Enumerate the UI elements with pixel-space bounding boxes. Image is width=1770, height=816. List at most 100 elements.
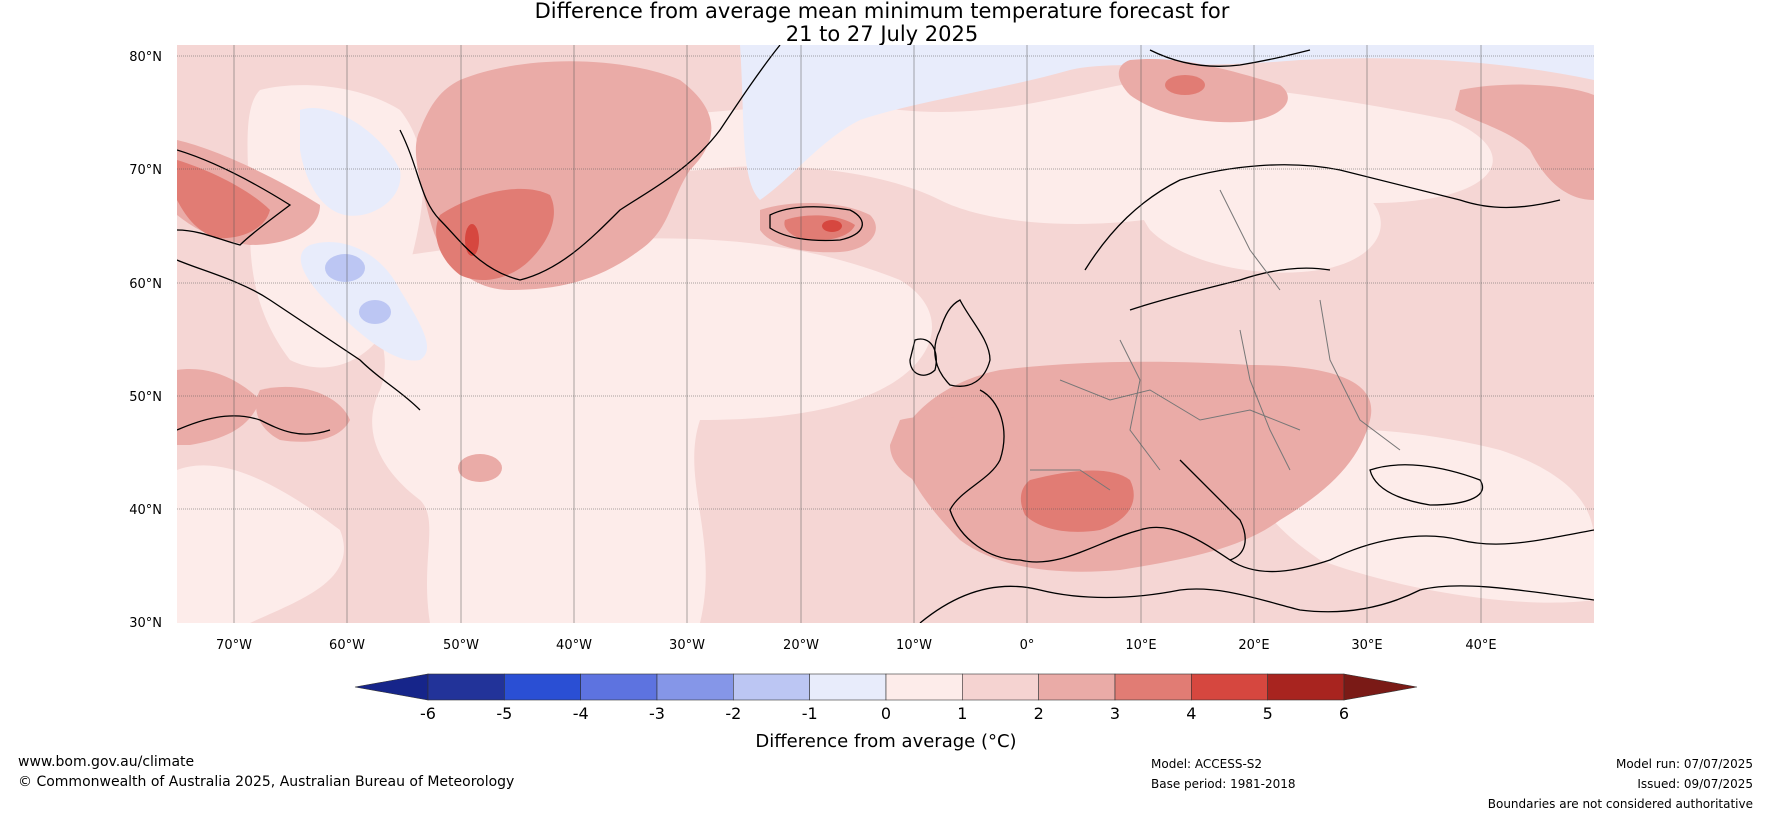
lon-labels: 70°W 60°W 50°W 40°W 30°W 20°W 10°W 0° 10… (216, 638, 1497, 653)
lon-label: 10°E (1125, 638, 1156, 653)
footer-website: www.bom.gov.au/climate (18, 754, 195, 770)
lat-label: 50°N (129, 390, 162, 405)
colorbar-cell (1191, 673, 1268, 701)
anomaly-region-neg0-baffin (300, 108, 401, 216)
border-b (1119, 339, 1161, 471)
border-f (1219, 189, 1281, 291)
anomaly-region-2to3-europe (900, 361, 1372, 572)
border-e (1030, 469, 1111, 491)
colorbar-tick-label: -3 (649, 704, 665, 723)
footer-model: Model: ACCESS-S2 (1151, 757, 1263, 771)
anomaly-region-2to3-biscay (890, 416, 1022, 496)
lat-label: 40°N (129, 503, 162, 518)
lon-label: 70°W (216, 638, 252, 653)
colorbar (354, 673, 1418, 701)
border-d (1319, 299, 1401, 451)
anomaly-region-4to5-iceland (822, 220, 842, 232)
footer-issued: Issued: 09/07/2025 (1637, 777, 1753, 791)
lon-label: 20°E (1238, 638, 1269, 653)
coast-ireland (909, 338, 937, 376)
anomaly-field (177, 45, 1594, 623)
title-line2: 21 to 27 July 2025 (785, 22, 979, 46)
colorbar-cell (809, 673, 887, 701)
colorbar-tick-label: -6 (420, 704, 436, 723)
coast-baffin (177, 149, 292, 246)
anomaly-region-2to3-nova (256, 386, 350, 442)
lon-label: 40°W (556, 638, 592, 653)
colorbar-extend-high (1343, 673, 1418, 701)
colorbar-cell (427, 673, 505, 701)
colorbar-cell (1267, 673, 1345, 701)
anomaly-region-3to4-spain (1020, 470, 1134, 532)
lat-label: 70°N (129, 163, 162, 178)
border-c (1239, 329, 1291, 471)
anomaly-region-2to3-east-arctic (1455, 84, 1594, 200)
colorbar-tick-label: 6 (1339, 704, 1349, 723)
border-a (1059, 379, 1301, 431)
colorbar-tick-label: 5 (1263, 704, 1273, 723)
borders (1030, 189, 1401, 491)
footer-model-run: Model run: 07/07/2025 (1615, 757, 1753, 771)
colorbar-cell (580, 673, 658, 701)
lat-label: 80°N (129, 50, 162, 65)
colorbar-extend-low (354, 673, 429, 701)
colorbar-tick-label: -5 (496, 704, 512, 723)
coast-mediterranean (1019, 526, 1594, 573)
coast-baltic (1129, 267, 1331, 311)
colorbar-tick-label: -4 (573, 704, 589, 723)
colorbar-tick-label: 0 (881, 704, 891, 723)
lon-label: 30°W (669, 638, 705, 653)
anomaly-region-3to4-greenland-south (436, 188, 554, 280)
coast-europe-west (949, 389, 1021, 561)
lon-label: 10°W (896, 638, 932, 653)
coast-labrador (177, 259, 421, 411)
anomaly-region-2to3-midatlantic (458, 454, 502, 482)
lon-label: 50°W (443, 638, 479, 653)
colorbar-tick-label: 4 (1186, 704, 1196, 723)
colorbar-label: Difference from average (°C) (755, 731, 1016, 752)
anomaly-region-0to1-west (177, 465, 344, 623)
colorbar-ticks: -6 -5 -4 -3 -2 -1 0 1 2 3 4 5 6 (420, 704, 1349, 723)
colorbar-cell (656, 673, 734, 701)
anomaly-region-0to1-atlantic (370, 238, 933, 623)
lon-label: 0° (1020, 638, 1035, 653)
coast-iceland (769, 206, 863, 242)
lat-label: 60°N (129, 277, 162, 292)
footer-disclaimer: Boundaries are not considered authoritat… (1487, 797, 1753, 811)
anomaly-region-neg1-labrador-b (359, 300, 391, 324)
coast-uk (934, 299, 991, 387)
graticule (177, 55, 1594, 510)
lon-label: 60°W (329, 638, 365, 653)
colorbar-cell (1038, 673, 1116, 701)
anomaly-region-3to4-baffin (177, 160, 270, 239)
title-line1: Difference from average mean minimum tem… (534, 0, 1230, 23)
coastlines (177, 45, 1594, 623)
coast-italy (1179, 459, 1246, 561)
colorbar-cell (733, 673, 810, 701)
anomaly-region-2to3-us-coast (177, 369, 260, 445)
colorbar-tick-label: -1 (802, 704, 818, 723)
footer-copyright: © Commonwealth of Australia 2025, Austra… (18, 774, 515, 790)
colorbar-tick-label: 1 (957, 704, 967, 723)
lon-label: 20°W (783, 638, 819, 653)
coast-africa (919, 585, 1594, 623)
coast-blacksea (1369, 464, 1483, 506)
anomaly-region-neg0-greenland-sea (740, 45, 1594, 200)
anomaly-region-4to5-greenland (465, 224, 479, 256)
title-block: Difference from average mean minimum tem… (182, 0, 1582, 46)
coast-scandinavia (1084, 164, 1561, 271)
coast-svalbard (1149, 49, 1311, 67)
colorbar-cell (1114, 673, 1192, 701)
anomaly-region-3to4-svalbard (1165, 75, 1205, 95)
anomaly-region-0to1-nordic (1135, 166, 1381, 273)
graticule-lon (233, 45, 1482, 623)
footer-base-period: Base period: 1981-2018 (1151, 777, 1296, 791)
lat-label: 30°N (129, 616, 162, 631)
lon-label: 40°E (1465, 638, 1496, 653)
anomaly-region-2to3-svalbard (1118, 59, 1288, 123)
anomaly-region-neg1-labrador-a (325, 254, 365, 282)
colorbar-tick-label: -2 (725, 704, 741, 723)
colorbar-cell (962, 673, 1039, 701)
lon-label: 30°E (1351, 638, 1382, 653)
colorbar-tick-label: 3 (1110, 704, 1120, 723)
